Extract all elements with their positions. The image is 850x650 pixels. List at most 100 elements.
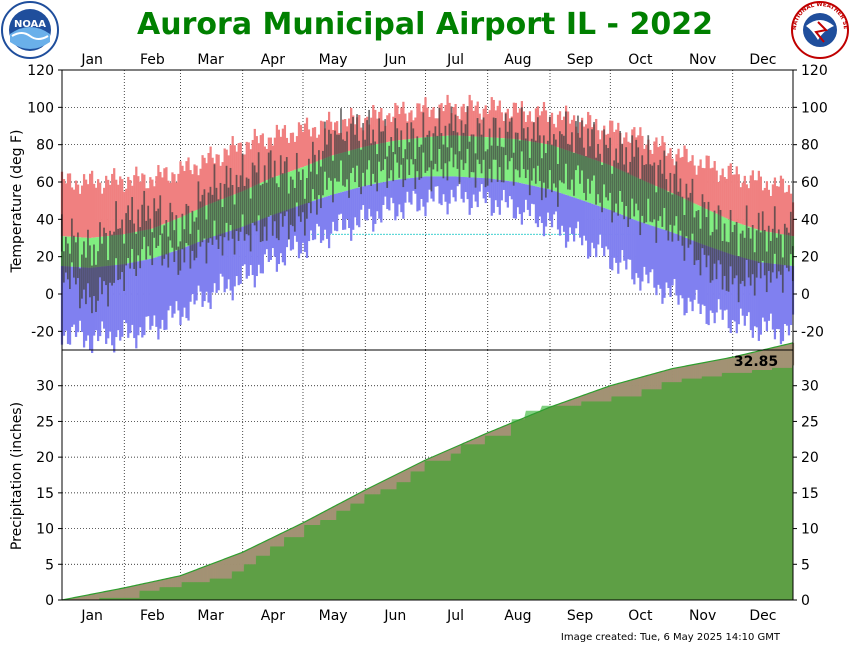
record-high-band-mark [785, 191, 789, 236]
precip-deficit-mark [301, 522, 305, 538]
daily-actual-bar [659, 159, 662, 217]
daily-actual-bar [360, 149, 362, 195]
daily-actual-bar [426, 134, 429, 171]
daily-actual-bar [342, 139, 344, 186]
precip-deficit-mark [147, 582, 150, 591]
temp-y-tick-label-left: 0 [45, 287, 54, 303]
daily-actual-bar [743, 237, 746, 287]
daily-actual-bar [101, 243, 103, 295]
precip-y-tick-label-left: 20 [36, 450, 54, 466]
record-low-band-mark [163, 254, 166, 331]
daily-actual-bar [492, 117, 495, 160]
precip-deficit-mark [199, 568, 202, 583]
record-low-band-mark [450, 176, 453, 190]
record-high-band-mark [348, 118, 351, 151]
top-month-label: Mar [197, 52, 224, 68]
record-high-band-mark [372, 105, 375, 145]
precip-deficit-mark [741, 354, 744, 373]
record-low-band-mark [554, 191, 558, 212]
normal-band-mark [90, 237, 94, 268]
precip-deficit-mark [733, 356, 736, 373]
record-high-band-mark [717, 181, 720, 215]
record-low-band-mark [663, 229, 666, 298]
record-high-band-mark [707, 155, 710, 210]
record-low-band-mark [763, 262, 767, 322]
record-high-band-mark [123, 191, 126, 235]
record-low-band-mark [360, 186, 363, 210]
normal-band-mark [153, 227, 156, 258]
daily-actual-bar [436, 135, 439, 172]
record-low-band-mark [88, 267, 92, 350]
record-high-band-mark [167, 180, 170, 223]
daily-actual-bar [679, 178, 682, 231]
daily-actual-bar [155, 211, 158, 248]
image-created-footer: Image created: Tue, 6 May 2025 14:10 GMT [561, 632, 781, 643]
precip-deficit-mark [372, 486, 375, 495]
precip-deficit-mark [659, 371, 662, 390]
record-high-band-mark [117, 184, 120, 235]
temp-y-tick-label-left: 80 [36, 138, 54, 154]
precip-deficit-mark [293, 526, 297, 538]
record-low-band-mark [135, 261, 138, 349]
daily-actual-bar [446, 147, 449, 181]
precip-deficit-mark [703, 362, 706, 377]
precip-deficit-mark [466, 441, 469, 445]
daily-actual-bar [390, 137, 393, 171]
precip-deficit-mark [388, 478, 391, 490]
daily-actual-bar [354, 134, 356, 183]
record-high-band-mark [259, 135, 262, 183]
daily-actual-bar [358, 140, 360, 187]
temp-y-tick-label-right: 80 [801, 138, 819, 154]
precip-deficit-mark [564, 401, 568, 406]
record-high-band-mark [325, 120, 329, 158]
precip-deficit-mark [767, 348, 771, 370]
record-high-band-mark [76, 184, 80, 238]
record-low-band-mark [476, 177, 479, 208]
precip-y-tick-label-right: 25 [801, 414, 819, 430]
record-low-band-mark [512, 181, 515, 219]
record-low-band-mark [173, 251, 176, 314]
daily-actual-bar [741, 230, 744, 281]
record-high-band-mark [572, 115, 576, 153]
daily-actual-bar [279, 155, 282, 214]
precip-deficit-mark [599, 389, 602, 402]
daily-actual-bar [763, 229, 766, 276]
record-low-band-mark [209, 237, 212, 309]
daily-actual-bar [707, 201, 710, 256]
record-high-band-mark [568, 123, 572, 152]
daily-actual-bar [265, 182, 268, 241]
record-low-band-mark [76, 267, 80, 333]
record-low-band-mark [779, 264, 783, 345]
daily-actual-bar [77, 232, 79, 279]
daily-actual-bar [271, 177, 274, 236]
record-low-band-mark [201, 240, 204, 307]
record-low-band-mark [269, 215, 272, 260]
record-low-band-mark [211, 236, 214, 293]
record-low-band-mark [767, 263, 771, 321]
record-low-band-mark [279, 212, 283, 254]
precip-deficit-mark [631, 379, 634, 397]
record-high-band-mark [141, 173, 144, 231]
precip-deficit-mark [635, 378, 638, 397]
record-low-band-mark [295, 206, 299, 242]
record-low-band-mark [358, 187, 361, 228]
record-low-band-mark [113, 265, 116, 353]
precip-deficit-mark [396, 474, 399, 483]
normal-band-mark [95, 237, 98, 268]
record-low-band-mark [149, 258, 152, 330]
top-month-label: Oct [628, 52, 653, 68]
bottom-month-label: Dec [749, 608, 776, 624]
record-low-band-mark [380, 182, 383, 223]
normal-band-mark [727, 219, 730, 254]
record-high-band-mark [74, 180, 78, 238]
precip-deficit-mark [141, 583, 144, 591]
daily-actual-bar [127, 205, 129, 259]
daily-actual-bar [715, 229, 718, 280]
record-low-band-mark [127, 263, 130, 338]
daily-actual-bar [681, 196, 684, 246]
precip-deficit-mark [267, 539, 270, 556]
daily-actual-bar [255, 172, 258, 232]
record-low-band-mark [735, 255, 738, 334]
record-high-band-mark [703, 168, 706, 209]
record-low-band-mark [641, 222, 644, 282]
